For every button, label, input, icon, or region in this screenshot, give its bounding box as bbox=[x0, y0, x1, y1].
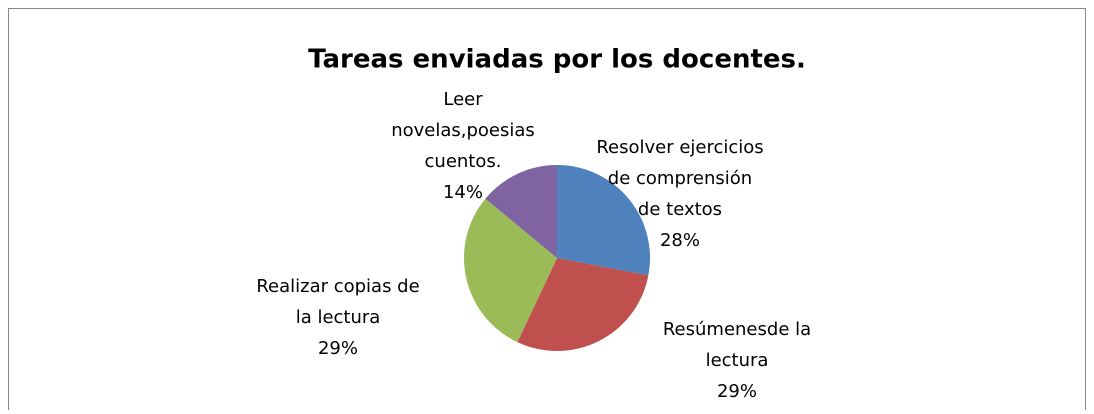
slice-value-label: 29% bbox=[318, 338, 358, 359]
pie-slice bbox=[517, 258, 649, 351]
slice-label: Resúmenesde la lectura bbox=[663, 319, 811, 371]
slice-value-label: 28% bbox=[660, 230, 700, 251]
slice-label: Leer novelas,poesias cuentos. bbox=[391, 89, 535, 172]
pie-slice bbox=[485, 165, 557, 258]
pie-slice bbox=[557, 165, 651, 276]
chart-title: Tareas enviadas por los docentes. bbox=[308, 45, 806, 75]
pie-slice bbox=[463, 198, 557, 343]
slice-label: Resolver ejercicios de comprensión de text… bbox=[596, 137, 763, 220]
slice-value-label: 14% bbox=[443, 182, 483, 203]
slice-label: Realizar copias de la lectura bbox=[256, 276, 419, 328]
slice-value-label: 29% bbox=[717, 381, 757, 402]
